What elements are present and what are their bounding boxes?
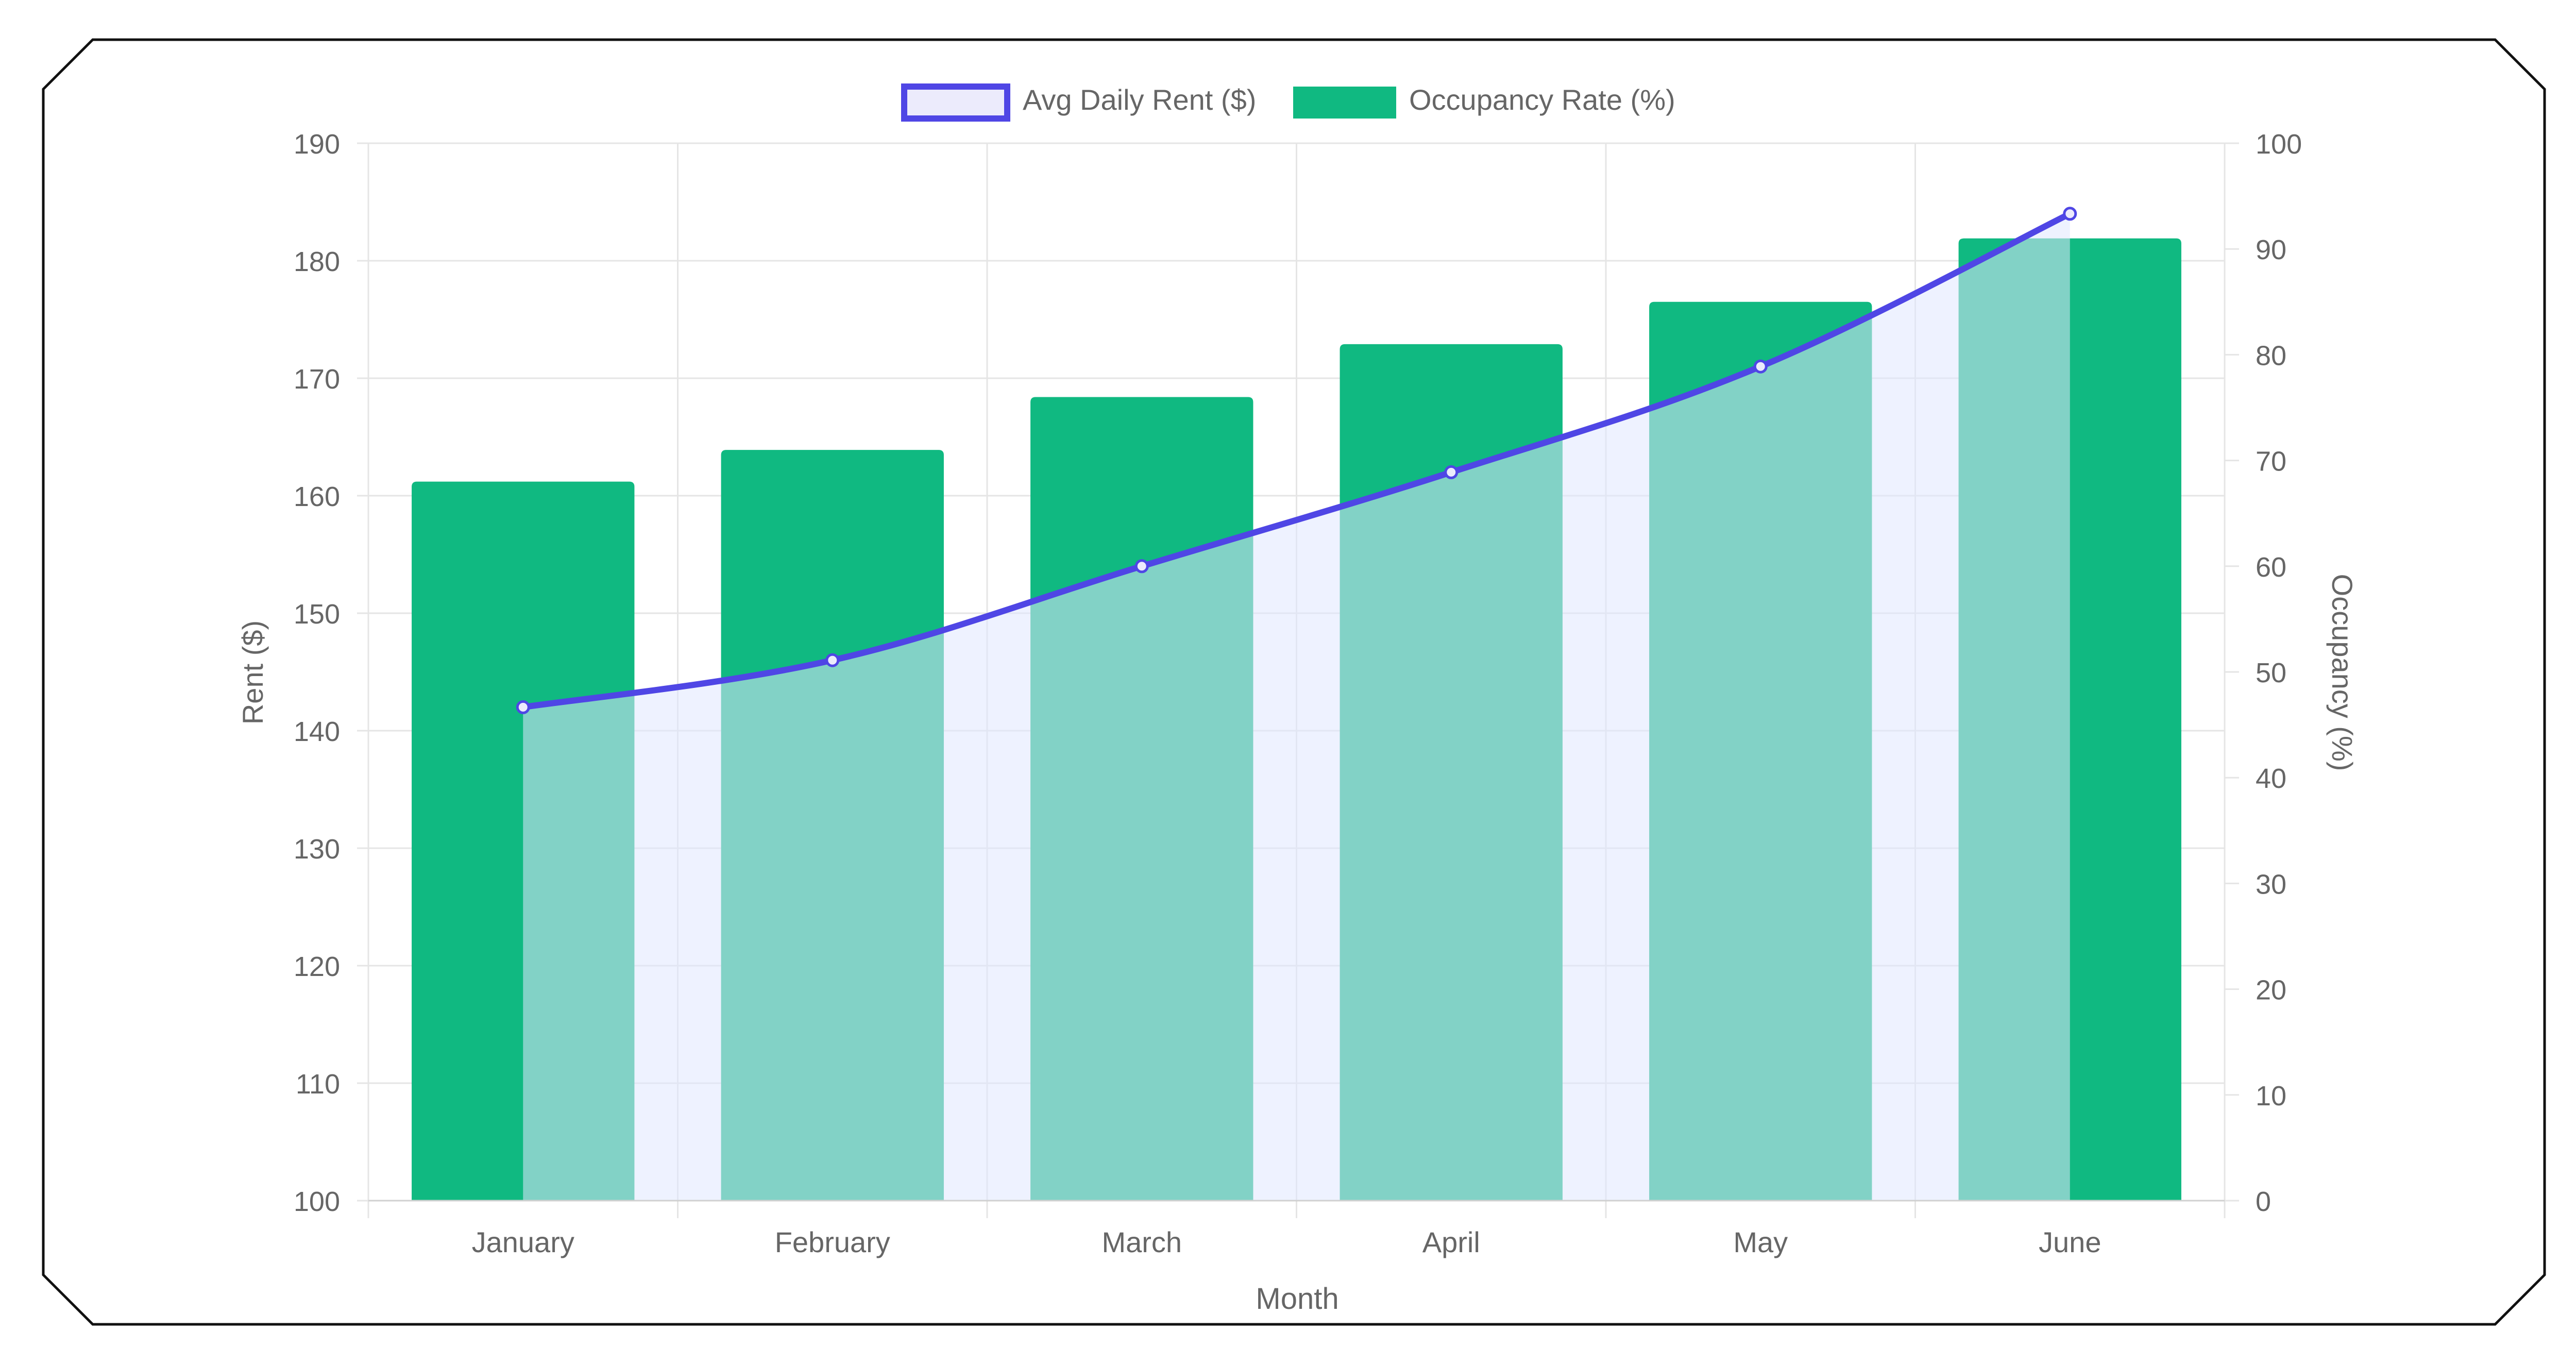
y-left-axis-title: Rent ($) [236,620,269,725]
rent-point-january [516,700,530,714]
y-right-axis-title: Occupancy (%) [2326,574,2359,771]
legend-label-occupancy: Occupancy Rate (%) [1409,83,1675,116]
y-left-tick-label: 120 [294,951,340,982]
legend: Avg Daily Rent ($) Occupancy Rate (%) [901,83,1675,122]
x-tick-label: March [1101,1226,1182,1258]
rent-point-may [1753,359,1768,374]
x-tick-label: April [1422,1226,1480,1258]
rent-line-path [520,210,2073,711]
rent-area-fill [523,213,2070,1201]
x-tick-label: January [472,1226,574,1258]
x-tick-label: June [2039,1226,2101,1258]
y-right-tick-label: 90 [2256,234,2286,265]
y-left-tick-label: 140 [294,716,340,747]
y-right-tick-label: 20 [2256,975,2286,1006]
y-right-tick-label: 80 [2256,340,2286,371]
axes: 100 110 120 130 140 150 160 170 180 190 0 10 20 30 40 5… [294,129,2302,1258]
y-left-tick-label: 190 [294,129,340,160]
x-tick-label: February [775,1226,890,1258]
y-left-tick-label: 170 [294,364,340,395]
y-right-tick-label: 50 [2256,658,2286,688]
y-right-tick-label: 100 [2256,129,2302,160]
y-left-tick-label: 100 [294,1186,340,1217]
legend-swatch-occupancy [1293,87,1396,119]
rent-point-april [1444,465,1459,479]
rent-point-february [825,653,840,667]
x-axis-title: Month [1256,1282,1338,1316]
y-left-tick-label: 130 [294,834,340,865]
y-right-tick-label: 10 [2256,1081,2286,1112]
rent-point-march [1134,559,1149,574]
legend-item-rent[interactable]: Avg Daily Rent ($) [901,83,1256,122]
y-left-tick-label: 150 [294,599,340,630]
y-left-tick-label: 180 [294,246,340,277]
y-right-tick-label: 40 [2256,763,2286,794]
y-left-tick-label: 110 [296,1069,340,1100]
legend-swatch-rent [901,83,1010,122]
y-right-tick-label: 0 [2256,1186,2271,1217]
rent-line [516,207,2077,1201]
rent-point-june [2063,207,2077,221]
legend-label-rent: Avg Daily Rent ($) [1023,83,1256,116]
x-tick-label: May [1733,1226,1788,1258]
y-right-tick-label: 70 [2256,446,2286,477]
y-right-tick-label: 60 [2256,552,2286,583]
y-left-tick-label: 160 [294,481,340,512]
legend-item-occupancy[interactable]: Occupancy Rate (%) [1293,83,1675,119]
y-right-tick-label: 30 [2256,869,2286,900]
